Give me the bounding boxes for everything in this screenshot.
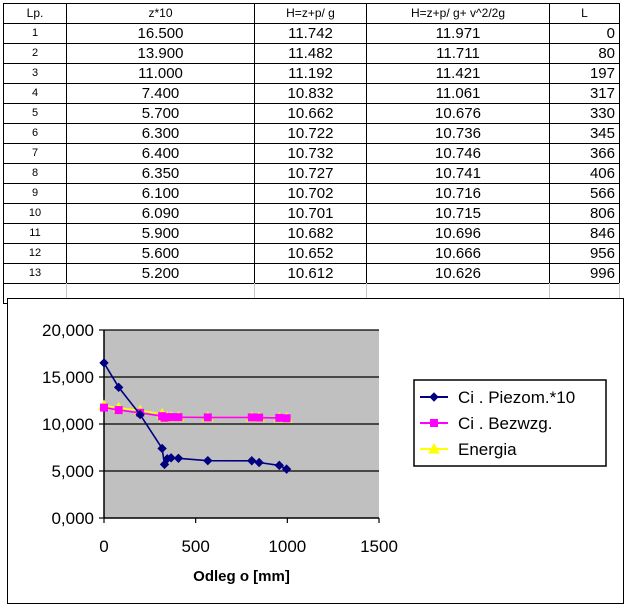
table-row: 8 6.350 10.727 10.741 406 xyxy=(3,163,620,184)
y-tick-label: 10,000 xyxy=(42,415,94,434)
legend-marker xyxy=(428,442,440,454)
table-cell[interactable]: 11.192 xyxy=(254,63,367,84)
table-cell[interactable]: 6.090 xyxy=(66,203,255,224)
legend-marker xyxy=(430,419,438,427)
sheet-gridline xyxy=(66,283,67,303)
data-point xyxy=(99,358,109,368)
table-cell[interactable]: 6.400 xyxy=(66,143,255,164)
table-row: 6 6.300 10.722 10.736 345 xyxy=(3,123,620,144)
data-point xyxy=(100,403,108,412)
data-point xyxy=(167,413,176,422)
table-cell[interactable]: 10.682 xyxy=(254,223,367,244)
table-row: 3 11.000 11.192 11.421 197 xyxy=(3,63,620,84)
data-point xyxy=(255,413,264,422)
table-cell[interactable]: 956 xyxy=(549,243,620,264)
table-cell[interactable]: 806 xyxy=(549,203,620,224)
sheet-gridline xyxy=(549,283,550,303)
table-cell[interactable]: 11.482 xyxy=(254,43,367,64)
data-point xyxy=(114,406,123,415)
table-cell[interactable]: 10.722 xyxy=(254,123,367,144)
data-table: Lp. z*10 H=z+p/ g H=z+p/ g+ v^2/2g L 1 16.500 1… xyxy=(3,3,620,304)
data-point xyxy=(113,382,124,393)
table-cell[interactable]: 10.741 xyxy=(366,163,550,184)
table-cell[interactable]: 317 xyxy=(549,83,620,104)
y-tick-label: 0,000 xyxy=(51,509,94,528)
table-cell[interactable]: 10 xyxy=(3,203,67,224)
x-axis-label: Odleg o [mm] xyxy=(193,568,290,585)
legend-entry: Ci . Bezwzg. xyxy=(458,414,552,433)
table-cell[interactable]: 10.736 xyxy=(366,123,550,144)
legend-entry: Energia xyxy=(458,440,517,459)
table-cell[interactable]: 10.676 xyxy=(366,103,550,124)
data-point xyxy=(247,456,257,466)
y-tick-label: 5,000 xyxy=(51,462,94,481)
data-point xyxy=(173,453,184,464)
legend-marker xyxy=(429,392,439,402)
data-point xyxy=(203,455,213,466)
table-row: 5 5.700 10.662 10.676 330 xyxy=(3,103,620,124)
data-point xyxy=(203,413,212,422)
table-cell[interactable]: 13 xyxy=(3,263,67,284)
table-cell[interactable]: 80 xyxy=(549,43,620,64)
table-cell[interactable]: 10.652 xyxy=(254,243,367,264)
data-point xyxy=(282,414,291,423)
data-point xyxy=(135,409,145,420)
table-row: 13 5.200 10.612 10.626 996 xyxy=(3,263,620,284)
table-cell[interactable]: 10.746 xyxy=(366,143,550,164)
table-cell[interactable]: 11.971 xyxy=(366,23,550,44)
sheet-gridline xyxy=(254,283,255,303)
data-point xyxy=(247,413,256,422)
table-row: 12 5.600 10.652 10.666 956 xyxy=(3,243,620,264)
table-cell[interactable]: 10.626 xyxy=(366,263,550,284)
data-point xyxy=(166,453,176,463)
table-row: 10 6.090 10.701 10.715 806 xyxy=(3,203,620,224)
table-cell[interactable]: 10.716 xyxy=(366,183,550,204)
sheet-gridline xyxy=(619,283,620,303)
x-tick-label: 0 xyxy=(99,537,108,556)
data-point xyxy=(157,443,167,454)
x-tick-label: 1000 xyxy=(268,537,306,556)
x-tick-label: 500 xyxy=(181,537,209,556)
x-tick-label: 1500 xyxy=(360,537,398,556)
table-cell[interactable]: 406 xyxy=(549,163,620,184)
data-point xyxy=(281,464,292,474)
data-point xyxy=(275,413,284,422)
data-point xyxy=(174,413,183,422)
legend-entry: Ci . Piezom.*10 xyxy=(458,388,575,407)
sheet-gridline xyxy=(366,283,367,303)
data-point xyxy=(254,457,264,468)
table-row: 4 7.400 10.832 11.061 317 xyxy=(3,83,620,104)
y-tick-label: 15,000 xyxy=(42,368,94,387)
table-cell[interactable]: 10.715 xyxy=(366,203,550,224)
table-row: 11 5.900 10.682 10.696 846 xyxy=(3,223,620,244)
data-point xyxy=(274,460,284,471)
y-tick-label: 20,000 xyxy=(42,321,94,340)
